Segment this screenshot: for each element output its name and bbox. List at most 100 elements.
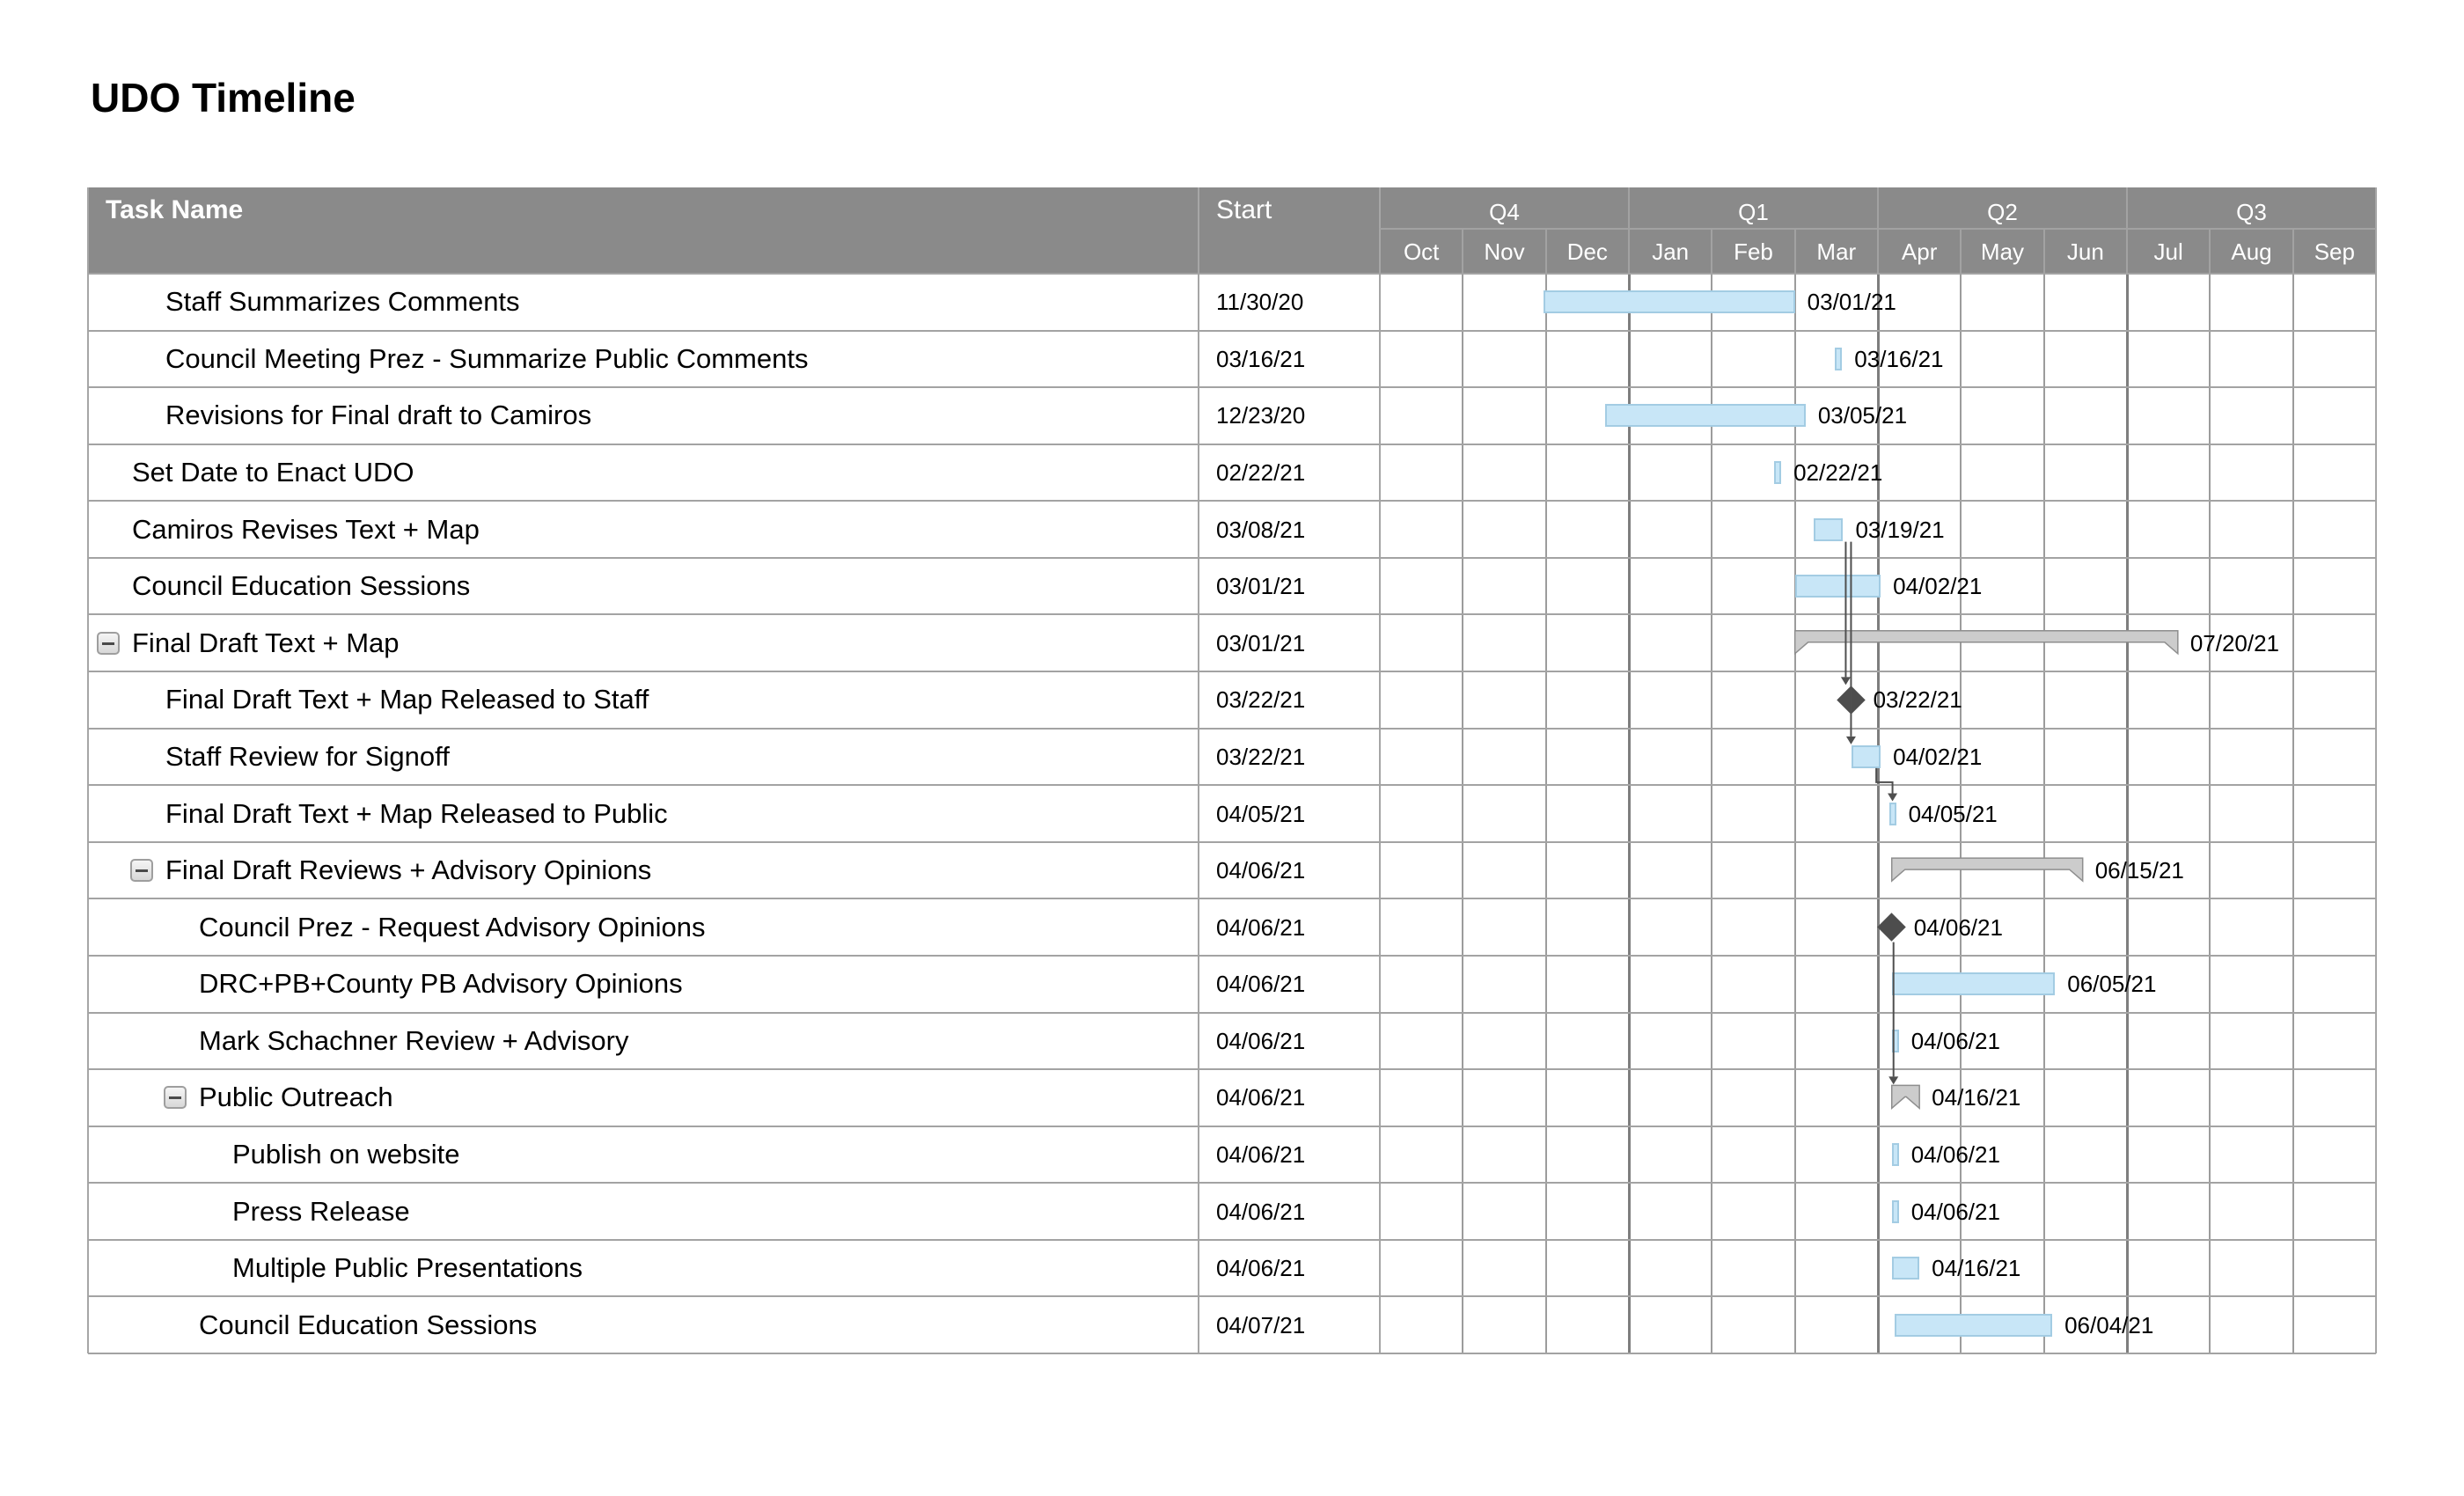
row-divider	[88, 613, 2376, 616]
grid-vline	[2209, 229, 2211, 274]
row-divider	[88, 386, 2376, 389]
start-date: 11/30/20	[1216, 289, 1304, 316]
grid-vline	[1462, 229, 1464, 274]
gantt-bar[interactable]	[1894, 1313, 2053, 1337]
month-header-mar: Mar	[1816, 238, 1857, 265]
quarter-header-q3: Q3	[2236, 199, 2267, 225]
page-title: UDO Timeline	[91, 75, 356, 121]
bar-date-label: 03/22/21	[1873, 686, 1962, 714]
row-divider	[88, 784, 2376, 787]
task-name: Council Education Sessions	[199, 1309, 538, 1340]
row-divider	[88, 1068, 2376, 1071]
month-header-nov: Nov	[1484, 238, 1525, 265]
month-header-apr: Apr	[1901, 238, 1938, 265]
bar-date-label: 07/20/21	[2189, 629, 2280, 656]
start-date: 04/05/21	[1216, 800, 1306, 827]
bar-date-label: 04/16/21	[1932, 1255, 2021, 1282]
gantt-bar[interactable]	[1888, 802, 1896, 825]
gantt-bar[interactable]	[1891, 1142, 1899, 1166]
row-divider	[88, 1125, 2376, 1127]
quarter-header-q2: Q2	[1987, 199, 2018, 225]
bar-date-label: 04/02/21	[1893, 743, 1983, 770]
row-divider	[88, 500, 2376, 502]
gantt-bar[interactable]	[1794, 575, 1881, 598]
bar-date-label: 06/05/21	[2067, 971, 2157, 998]
row-divider	[88, 556, 2376, 559]
month-header-jun: Jun	[2066, 238, 2104, 265]
bar-date-label: 04/06/21	[1910, 1198, 2000, 1225]
header-quarter-month-divider	[1380, 228, 2376, 230]
task-name: Revisions for Final draft to Camiros	[165, 400, 592, 431]
gantt-bar[interactable]	[1891, 972, 2056, 996]
grid-vline	[2042, 229, 2045, 274]
gantt-bar[interactable]	[1851, 744, 1881, 768]
gantt-bar[interactable]	[1774, 461, 1782, 485]
start-date: 03/16/21	[1216, 345, 1306, 372]
task-name: Final Draft Text + Map	[132, 627, 400, 658]
row-divider	[88, 898, 2376, 900]
row-divider	[88, 1238, 2376, 1241]
gantt-bar[interactable]	[1891, 1257, 1920, 1280]
summary-bar[interactable]	[1890, 857, 2084, 883]
month-header-oct: Oct	[1403, 238, 1440, 265]
start-date: 04/06/21	[1216, 1140, 1306, 1168]
minus-icon	[136, 869, 148, 873]
milestone-diamond[interactable]	[1877, 913, 1906, 942]
grid-vline	[1793, 229, 1796, 274]
row-divider	[88, 1011, 2376, 1014]
month-header-feb: Feb	[1734, 238, 1773, 265]
milestone-diamond[interactable]	[1837, 686, 1866, 715]
gantt-bar[interactable]	[1891, 1199, 1899, 1223]
task-name: Council Prez - Request Advisory Opinions	[199, 911, 706, 942]
task-name: DRC+PB+County PB Advisory Opinions	[199, 968, 683, 1000]
bar-date-label: 03/19/21	[1855, 516, 1945, 543]
row-divider	[88, 273, 2376, 275]
gantt-bar[interactable]	[1813, 517, 1844, 541]
connector-arrowhead	[1845, 736, 1856, 744]
column-header-start: Start	[1216, 195, 1272, 224]
collapse-button[interactable]	[164, 1086, 187, 1110]
bar-date-label: 04/05/21	[1908, 800, 1998, 827]
task-name: Multiple Public Presentations	[232, 1252, 583, 1284]
connector-arrowhead	[1888, 1076, 1899, 1085]
task-name: Camiros Revises Text + Map	[132, 513, 480, 545]
gantt-bar[interactable]	[1835, 347, 1843, 370]
summary-bar[interactable]	[1890, 1084, 1920, 1111]
collapse-button[interactable]	[130, 859, 153, 883]
row-divider	[88, 840, 2376, 843]
row-divider	[88, 1182, 2376, 1184]
gantt-bar[interactable]	[1604, 404, 1806, 428]
grid-vline	[1544, 274, 1547, 1353]
grid-vline	[2375, 187, 2377, 1353]
grid-vline	[1544, 229, 1547, 274]
gantt-bar[interactable]	[1543, 290, 1795, 314]
row-divider	[88, 1353, 2376, 1354]
summary-bar[interactable]	[1793, 630, 2179, 656]
table-left-border	[87, 187, 89, 1353]
task-name: Publish on website	[232, 1138, 460, 1170]
start-date: 12/23/20	[1216, 402, 1306, 429]
bar-date-label: 04/02/21	[1893, 573, 1983, 600]
bar-date-label: 02/22/21	[1793, 459, 1883, 487]
bar-date-label: 06/04/21	[2064, 1311, 2154, 1338]
column-header-task-name: Task Name	[106, 195, 244, 224]
grid-vline	[1462, 274, 1464, 1353]
bar-date-label: 06/15/21	[2094, 857, 2184, 884]
grid-vline	[1627, 274, 1631, 1353]
collapse-button[interactable]	[97, 631, 120, 655]
gantt-bar[interactable]	[1891, 1029, 1899, 1052]
task-name: Final Draft Text + Map Released to Publi…	[165, 797, 668, 829]
start-date: 04/06/21	[1216, 971, 1306, 998]
start-date: 03/08/21	[1216, 516, 1306, 543]
grid-vline	[2209, 274, 2211, 1353]
start-column-divider	[1198, 187, 1199, 1353]
grid-vline	[2292, 229, 2294, 274]
connector-arrowhead	[1888, 793, 1898, 802]
start-date: 04/06/21	[1216, 1027, 1306, 1054]
grid-vline	[1793, 274, 1796, 1353]
month-header-dec: Dec	[1566, 238, 1608, 265]
start-date: 04/07/21	[1216, 1311, 1306, 1338]
task-name: Final Draft Reviews + Advisory Opinions	[165, 854, 652, 886]
quarter-header-q1: Q1	[1738, 199, 1769, 225]
month-header-jan: Jan	[1652, 238, 1690, 265]
